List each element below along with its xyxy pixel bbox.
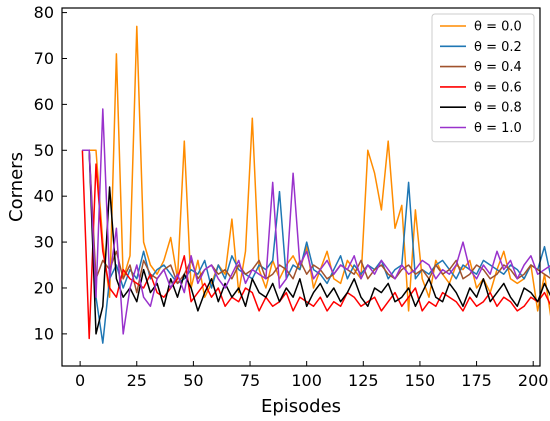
y-axis-ticks: 10 20 30 40 50 60 70 80 [34, 3, 67, 343]
y-tick-label: 50 [34, 141, 54, 160]
x-tick-label: 100 [291, 371, 322, 390]
y-tick-label: 10 [34, 324, 54, 343]
x-axis-ticks: 0 25 50 75 100 125 150 175 200 [75, 361, 548, 390]
series-line-5 [82, 108, 550, 335]
x-tick-label: 0 [75, 371, 85, 390]
series-line-4 [82, 149, 550, 335]
y-tick-label: 30 [34, 233, 54, 252]
y-tick-label: 20 [34, 278, 54, 297]
y-tick-label: 70 [34, 49, 54, 68]
y-tick-label: 60 [34, 95, 54, 114]
legend-label: θ = 1.0 [474, 121, 522, 136]
x-tick-label: 50 [183, 371, 203, 390]
legend-label: θ = 0.4 [474, 60, 522, 75]
legend-label: θ = 0.0 [474, 20, 522, 35]
plot-frame [61, 7, 541, 367]
series-line-3 [81, 150, 550, 340]
y-tick-label: 40 [34, 187, 54, 206]
series-line-1 [82, 149, 550, 344]
x-tick-label: 175 [461, 371, 492, 390]
y-axis-label: Corners [6, 152, 27, 222]
x-tick-label: 75 [240, 371, 260, 390]
y-tick-label: 80 [34, 3, 54, 22]
x-tick-label: 150 [405, 371, 436, 390]
x-tick-label: 200 [518, 371, 549, 390]
x-tick-label: 125 [348, 371, 379, 390]
plot-lines [81, 25, 550, 344]
legend-label: θ = 0.8 [474, 101, 522, 116]
legend-label: θ = 0.2 [474, 40, 522, 55]
legend: θ = 0.0 θ = 0.2 θ = 0.4 θ = 0.6 θ = 0.8 θ = 1… [431, 13, 535, 143]
x-tick-label: 25 [127, 371, 147, 390]
x-axis-label: Episodes [261, 396, 341, 417]
legend-label: θ = 0.6 [474, 80, 522, 95]
